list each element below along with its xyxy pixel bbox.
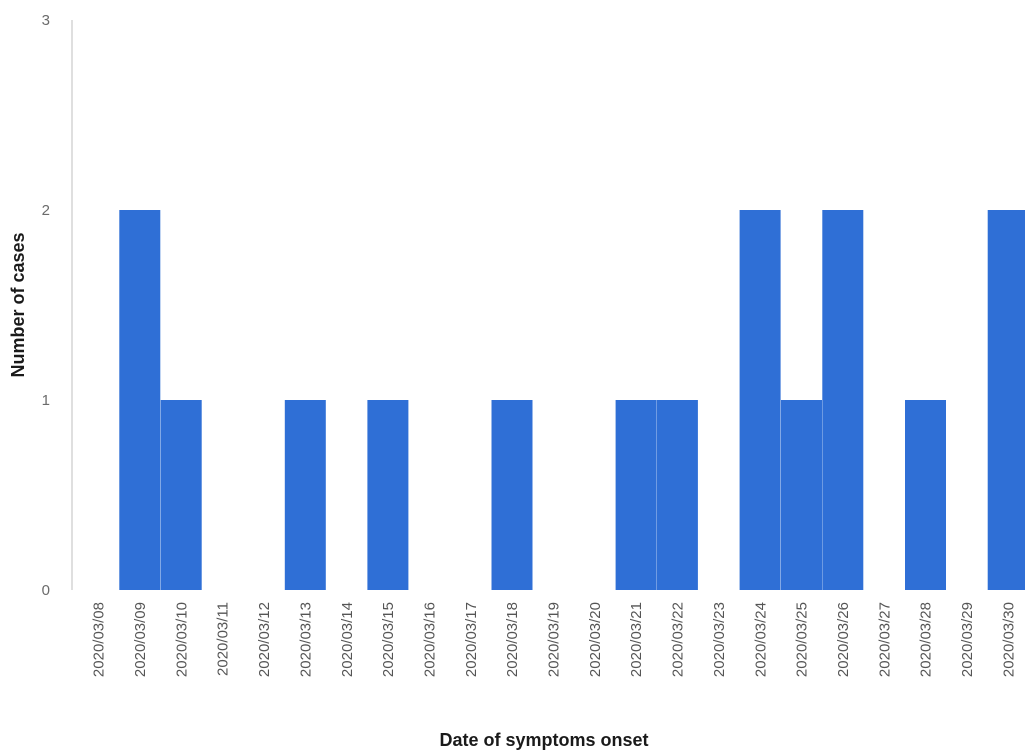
x-tick-label: 2020/03/21 — [628, 602, 645, 677]
x-tick-label: 2020/03/30 — [1000, 602, 1017, 677]
x-tick-label: 2020/03/15 — [380, 602, 397, 677]
x-tick-label: 2020/03/29 — [959, 602, 976, 677]
x-tick-label: 2020/03/26 — [835, 602, 852, 677]
bar — [119, 210, 161, 590]
bar — [491, 400, 533, 590]
y-tick-label: 2 — [42, 202, 50, 219]
x-tick-label: 2020/03/12 — [256, 602, 273, 677]
y-tick-label: 3 — [42, 12, 50, 29]
x-tick-label: 2020/03/16 — [422, 602, 439, 677]
y-axis-title: Number of cases — [8, 232, 28, 377]
x-tick-label: 2020/03/14 — [339, 602, 356, 677]
x-tick-label: 2020/03/25 — [794, 602, 811, 677]
x-axis-title: Date of symptoms onset — [439, 730, 648, 750]
bar — [739, 210, 781, 590]
x-tick-label: 2020/03/24 — [752, 602, 769, 677]
bar — [160, 400, 202, 590]
bar — [656, 400, 698, 590]
x-tick-label: 2020/03/10 — [173, 602, 190, 677]
y-tick-label: 1 — [42, 392, 50, 409]
bar — [615, 400, 657, 590]
x-tick-labels: 2020/03/08 2020/03/09 2020/03/10 2020/03/11… — [91, 602, 1018, 677]
bar — [284, 400, 326, 590]
x-tick-label: 2020/03/27 — [876, 602, 893, 677]
x-tick-label: 2020/03/18 — [504, 602, 521, 677]
x-tick-label: 2020/03/20 — [587, 602, 604, 677]
bar — [822, 210, 864, 590]
y-tick-label: 0 — [42, 582, 50, 599]
x-tick-label: 2020/03/08 — [91, 602, 108, 677]
bar — [987, 210, 1025, 590]
x-tick-label: 2020/03/19 — [546, 602, 563, 677]
x-tick-label: 2020/03/22 — [670, 602, 687, 677]
x-tick-label: 2020/03/23 — [711, 602, 728, 677]
bar — [367, 400, 409, 590]
x-tick-label: 2020/03/17 — [463, 602, 480, 677]
bar — [905, 400, 946, 590]
x-tick-label: 2020/03/13 — [297, 602, 314, 677]
x-tick-label: 2020/03/11 — [215, 602, 232, 676]
x-tick-label: 2020/03/28 — [918, 602, 935, 677]
bar — [781, 400, 822, 590]
x-tick-label: 2020/03/09 — [132, 602, 149, 677]
bars — [119, 210, 1025, 590]
y-tick-labels: 0 1 2 3 — [42, 12, 50, 599]
